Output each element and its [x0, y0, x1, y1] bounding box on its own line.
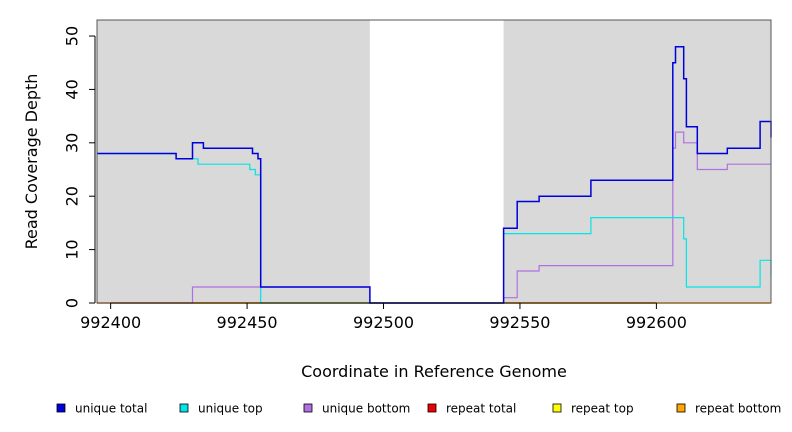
- shaded-region-1: [503, 20, 771, 303]
- x-axis-title: Coordinate in Reference Genome: [301, 362, 567, 381]
- legend-swatch-unique-bottom: [303, 403, 313, 413]
- x-tick-label-992500: 992500: [353, 313, 414, 332]
- legend-label-repeat-total: repeat total: [446, 402, 516, 416]
- legend-label-unique-top: unique top: [198, 402, 263, 416]
- y-tick-label-50: 50: [63, 26, 82, 46]
- legend: unique total unique top unique bottom repea…: [56, 402, 781, 416]
- legend-swatch-repeat-top: [552, 403, 562, 413]
- x-tick-label-992600: 992600: [626, 313, 687, 332]
- legend-swatch-repeat-bottom: [676, 403, 686, 413]
- legend-label-unique-bottom: unique bottom: [322, 402, 410, 416]
- y-tick-label-10: 10: [63, 239, 82, 259]
- legend-swatch-unique-top: [179, 403, 189, 413]
- legend-swatch-repeat-total: [427, 403, 437, 413]
- x-axis: 992400 992450 992500 992550 992600: [80, 302, 687, 332]
- legend-label-repeat-bottom: repeat bottom: [695, 402, 781, 416]
- x-tick-label-992400: 992400: [80, 313, 141, 332]
- y-axis: 0 10 20 30 40 50: [63, 26, 96, 308]
- shaded-region-0: [97, 20, 370, 303]
- shaded-regions: [97, 20, 771, 303]
- legend-label-unique-total: unique total: [75, 402, 147, 416]
- series-line-unique-total: [97, 45, 772, 304]
- y-tick-label-40: 40: [63, 79, 82, 99]
- y-tick-label-0: 0: [63, 298, 82, 308]
- y-tick-label-20: 20: [63, 186, 82, 206]
- x-tick-label-992550: 992550: [489, 313, 550, 332]
- legend-swatch-unique-total: [56, 403, 66, 413]
- legend-label-repeat-top: repeat top: [571, 402, 634, 416]
- x-tick-label-992450: 992450: [217, 313, 278, 332]
- y-axis-title: Read Coverage Depth: [22, 74, 41, 250]
- y-tick-label-30: 30: [63, 133, 82, 153]
